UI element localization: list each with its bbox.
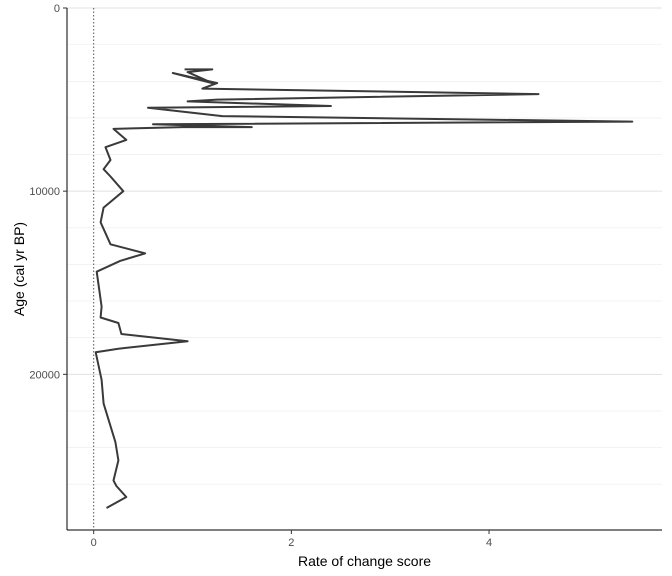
gridlines: [67, 7, 662, 485]
x-axis-title: Rate of change score: [298, 553, 431, 569]
series-line-rate-of-change: [94, 68, 634, 509]
y-tick-label: 0: [54, 3, 60, 15]
y-tick-label: 10000: [29, 186, 60, 198]
x-tick-label: 0: [91, 537, 97, 549]
y-axis-title: Age (cal yr BP): [11, 222, 27, 316]
x-axis-ticks: 0 2 4: [91, 530, 492, 549]
y-axis-ticks: 0 10000 20000: [29, 3, 67, 381]
x-tick-label: 4: [486, 537, 492, 549]
x-tick-label: 2: [288, 537, 294, 549]
y-tick-label: 20000: [29, 369, 60, 381]
